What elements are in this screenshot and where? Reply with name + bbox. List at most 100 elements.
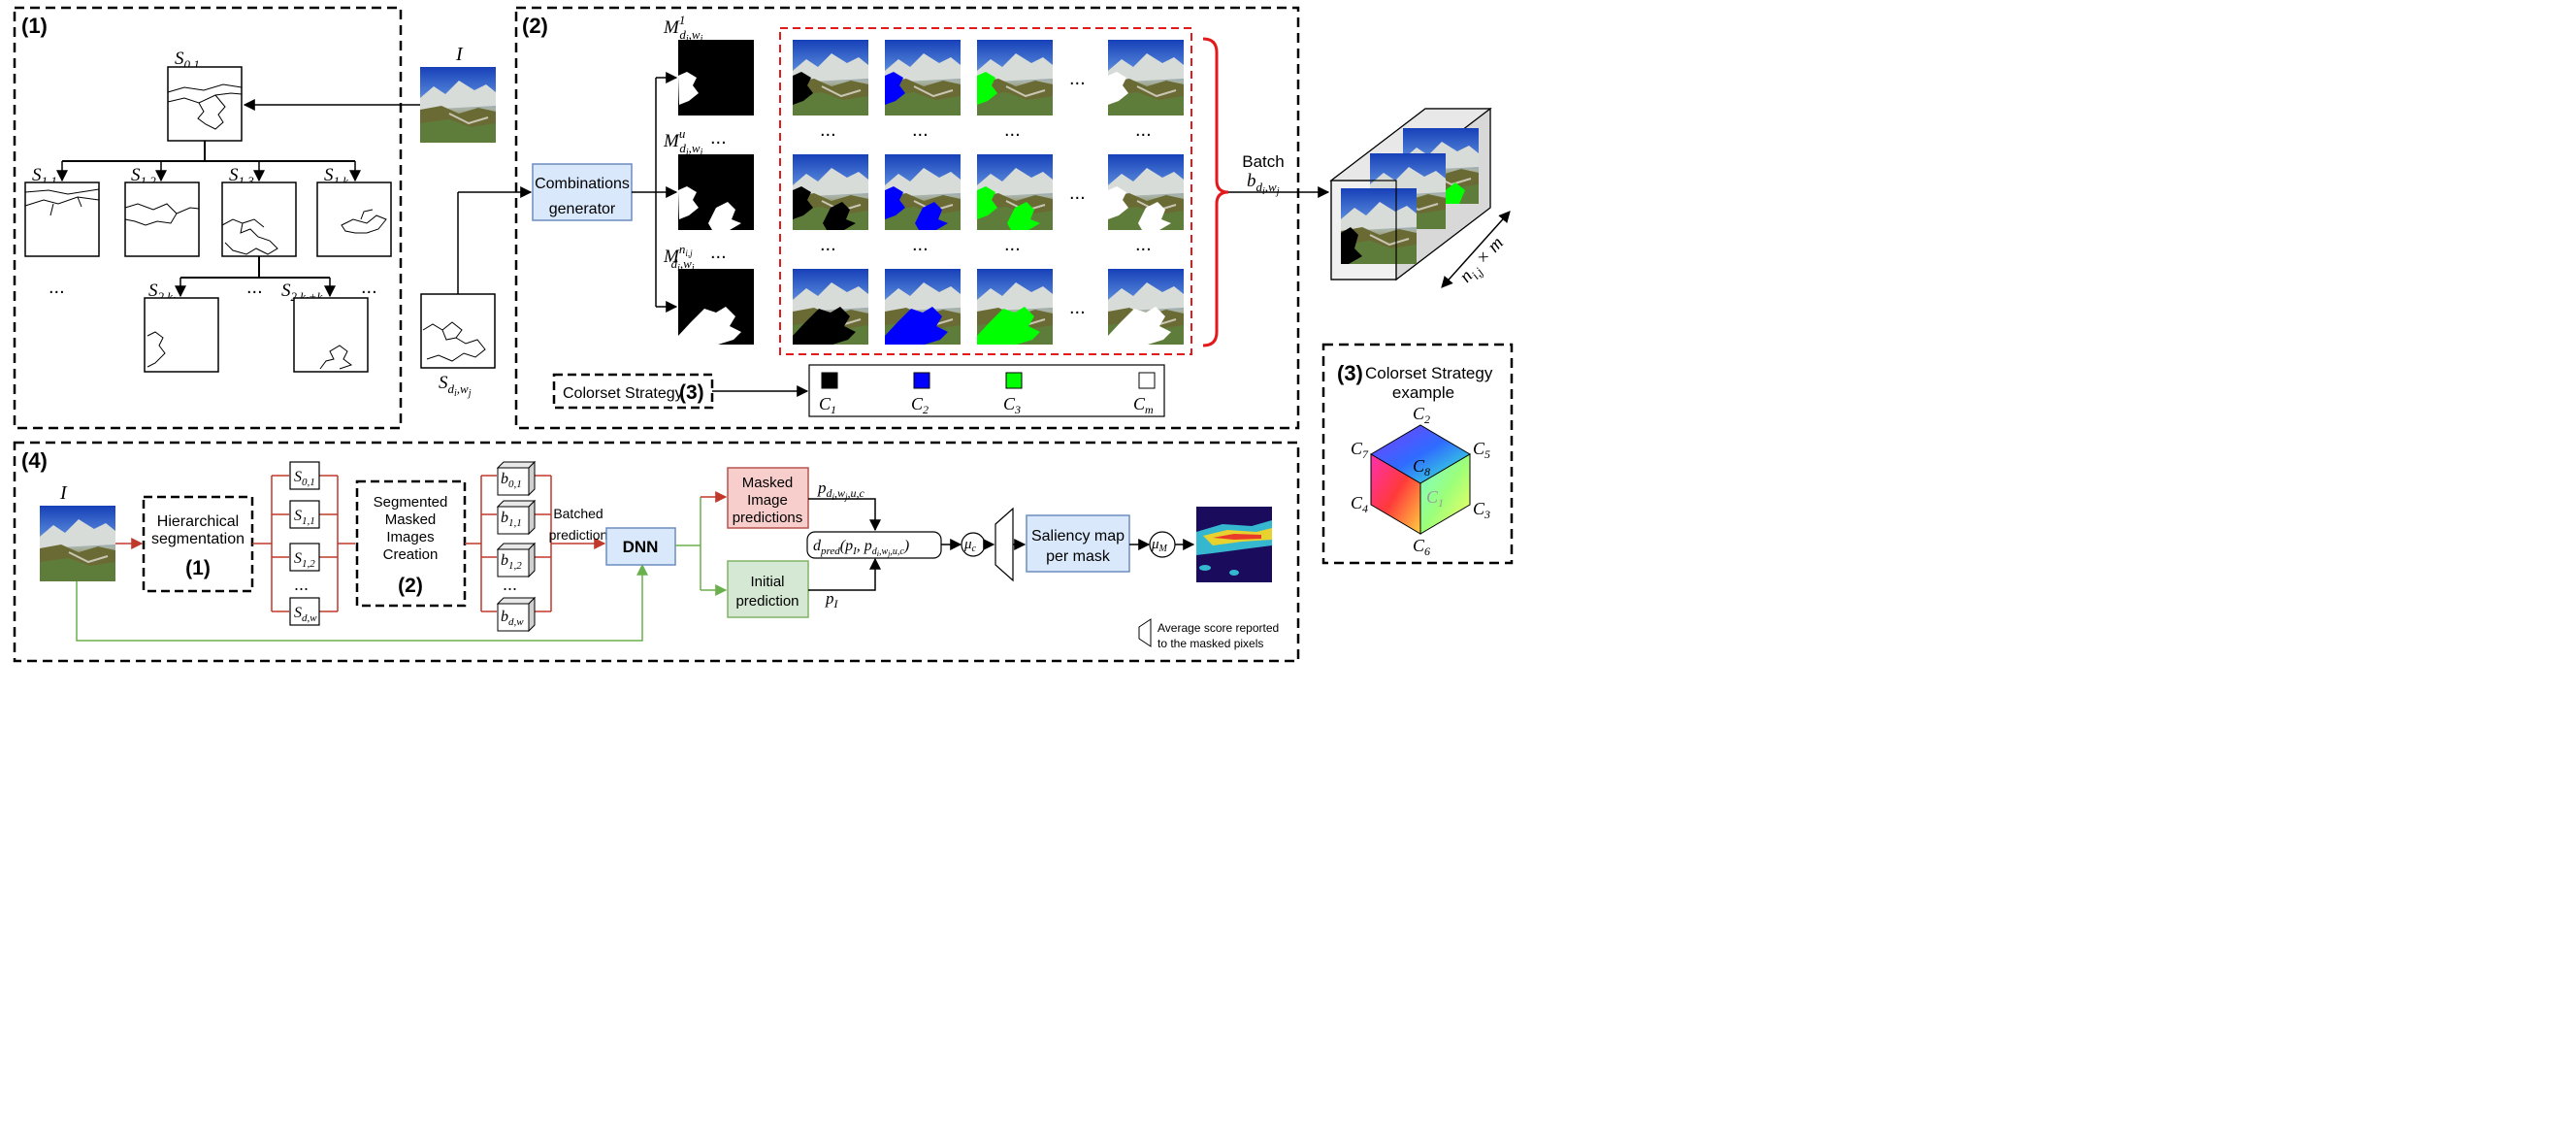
- cm-label: C: [1133, 394, 1146, 413]
- masked-region: [885, 186, 948, 230]
- p-masked-subsub: i: [832, 492, 835, 502]
- svg-text:C7: C7: [1351, 439, 1369, 461]
- color-swatch-c3: [1005, 372, 1023, 389]
- color-cube-right: [1419, 453, 1471, 535]
- panel-masked-images: (2) Combinations generator M1 di,wj Mu di,…: [514, 6, 1330, 430]
- grid-col-ellipsis: ...: [912, 234, 929, 255]
- mask1-sub: d: [679, 27, 686, 42]
- color-swatch-c2: [913, 372, 930, 389]
- cube-c6: C: [1413, 536, 1425, 555]
- segmentation-s11: [24, 182, 100, 257]
- mask-ellipsis-n: ...: [710, 242, 727, 263]
- dpred-p1: p: [844, 538, 853, 554]
- generator-line1: Combinations: [535, 176, 630, 192]
- s01-label: S: [175, 49, 184, 69]
- dpred-p2-tail: ,u,c: [890, 546, 904, 557]
- smic-line2: Masked: [385, 512, 437, 528]
- hier-line1: Hierarchical: [157, 513, 239, 530]
- masked-region: [977, 307, 1040, 345]
- masked-image-predictions-box: [727, 467, 809, 529]
- batch-b11: b: [501, 510, 508, 526]
- mu-c-sub: c: [972, 544, 977, 554]
- segmentation-s2kl: [144, 297, 219, 373]
- p-masked-sep: ,w: [834, 486, 845, 500]
- segmentation-s12: [124, 182, 200, 257]
- masku-sep: ,w: [689, 141, 701, 155]
- p-initial-sub: I: [833, 597, 839, 610]
- svg-text:Sdi,wj: Sdi,wj: [439, 373, 472, 399]
- dnn-label: DNN: [623, 538, 659, 556]
- batch-b12-sub: 1,2: [508, 560, 522, 572]
- svg-text:C1: C1: [819, 394, 836, 416]
- mu-m: μ: [1151, 537, 1159, 552]
- batch-cube-face: [497, 506, 530, 535]
- batch-stack-3d: ni,j × m: [1329, 107, 1511, 288]
- svg-text:S1,1: S1,1: [294, 508, 315, 527]
- color-swatch-cm: [1138, 372, 1156, 389]
- dpred-main: d: [813, 538, 822, 554]
- p-masked: p: [817, 478, 827, 497]
- colorset-label: Colorset Strategy: [563, 385, 683, 402]
- masked-region: [885, 72, 905, 105]
- saliency-heatmap: [1196, 507, 1272, 582]
- svg-text:μc: μc: [963, 537, 977, 554]
- masked-pred-line2: Image: [747, 492, 788, 509]
- svg-text:S0,1: S0,1: [294, 469, 315, 488]
- panel1-ellipsis-2: ...: [246, 277, 263, 298]
- panel3-number: (3): [1337, 361, 1363, 385]
- grid-col-ellipsis: ...: [1004, 234, 1021, 255]
- svg-text:C3: C3: [1003, 394, 1021, 416]
- cube-c1: C: [1426, 487, 1439, 507]
- panel4-number: (4): [21, 448, 48, 473]
- maskn-subsub2: j: [690, 263, 695, 274]
- maskn-subsub: i: [677, 263, 680, 274]
- seg-s01: S: [294, 469, 302, 485]
- masked-region: [793, 307, 856, 345]
- masked-batch-grid: [779, 27, 1192, 355]
- seg-box-s01: [289, 461, 320, 490]
- initial-pred-line1: Initial: [750, 574, 784, 590]
- cube-c2: C: [1413, 404, 1425, 423]
- svg-text:C3: C3: [1473, 499, 1490, 521]
- dpred-p2-sep: ,w: [879, 546, 889, 557]
- svg-text:μM: μM: [1151, 537, 1168, 554]
- s12-label: S: [131, 165, 141, 185]
- c2-label: C: [911, 394, 924, 413]
- svg-text:S1,2: S1,2: [294, 550, 315, 570]
- masku-subsub2: j: [699, 148, 703, 158]
- svg-text:b1,2: b1,2: [501, 552, 522, 572]
- maskn-sep: ,w: [680, 256, 692, 271]
- smic-line3: Images: [386, 529, 434, 545]
- seg-s12: S: [294, 550, 302, 567]
- initial-prediction-box: [727, 560, 809, 618]
- masku-sub: d: [679, 141, 686, 155]
- colorset-num: (3): [679, 381, 704, 404]
- svg-text:C5: C5: [1473, 439, 1490, 461]
- batch-var-sub: d: [1256, 180, 1263, 194]
- masked-region: [1108, 186, 1171, 230]
- c1-label: C: [819, 394, 831, 413]
- svg-text:C1: C1: [1426, 487, 1444, 510]
- average-trapezoid: [995, 507, 1014, 582]
- seg-box-s11: [289, 500, 320, 529]
- seg-sdw: S: [294, 605, 302, 621]
- panel2-number: (2): [522, 14, 548, 38]
- seg-s12-sub: 1,2: [302, 558, 315, 570]
- mask-image-n: [678, 269, 754, 345]
- maskn-supsub: i,j: [685, 248, 693, 258]
- colorset-palette: [808, 364, 1165, 417]
- sdw-label: S: [439, 373, 448, 393]
- seg-s11-sub: 1,1: [302, 515, 315, 527]
- svg-text:bd,w: bd,w: [501, 609, 524, 628]
- batch-cubes: [496, 460, 537, 633]
- batch-b01-sub: 0,1: [508, 478, 522, 490]
- mask-ellipsis-u: ...: [710, 127, 727, 148]
- panel3-title-line1: Colorset Strategy: [1365, 364, 1493, 382]
- dpred-p2-subsub: i: [877, 549, 879, 558]
- panel-hierarchical-segmentation: (1) S0,1 I S1,1 S1,2 S1,3 S1,k ... ..: [13, 6, 533, 430]
- color-swatch-c1: [821, 372, 838, 389]
- svg-text:b0,1: b0,1: [501, 471, 522, 490]
- batch-bdw-sub: d,w: [508, 616, 524, 628]
- cube-c7: C: [1351, 439, 1363, 458]
